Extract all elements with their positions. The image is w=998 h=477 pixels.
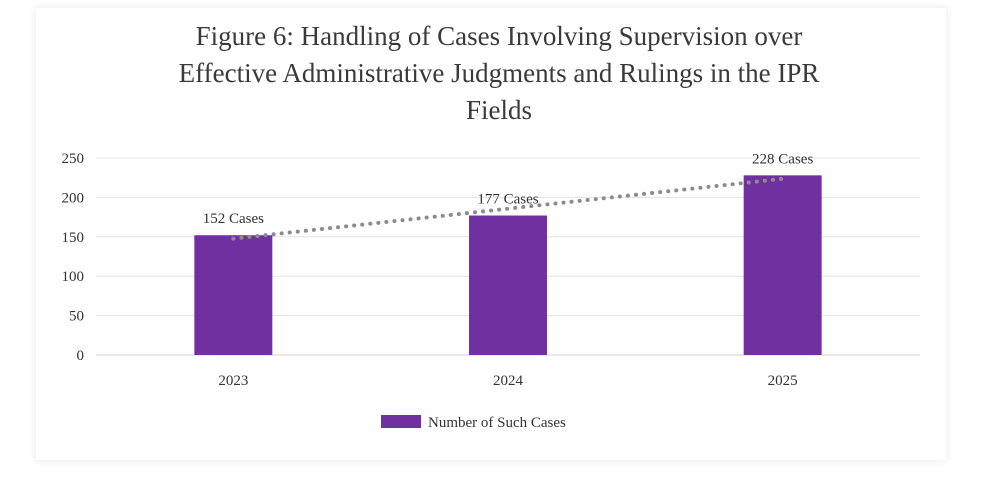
y-tick-label-0: 0: [77, 348, 85, 364]
data-label-2023: 152 Cases: [203, 211, 264, 227]
data-label-2024: 177 Cases: [477, 192, 538, 208]
y-tick-label-50: 50: [69, 309, 84, 325]
chart-title-line-1: Figure 6: Handling of Cases Involving Su…: [195, 21, 803, 51]
x-tick-label-2024: 2024: [493, 373, 524, 389]
x-tick-label-2025: 2025: [768, 373, 798, 389]
chart-title-line-3: Fields: [465, 95, 532, 125]
bar-2023: [194, 235, 273, 355]
y-tick-label-200: 200: [62, 190, 85, 206]
y-tick-label-250: 250: [62, 151, 85, 167]
y-tick-label-150: 150: [62, 230, 85, 246]
legend-label: Number of Such Cases: [428, 415, 566, 431]
bar-2024: [469, 215, 547, 355]
x-tick-label-2023: 2023: [218, 373, 248, 389]
legend-swatch: [381, 415, 421, 428]
y-tick-label-100: 100: [62, 269, 85, 285]
chart-title-line-2: Effective Administrative Judgments and R…: [178, 58, 820, 88]
chart-title: Figure 6: Handling of Cases Involving Su…: [0, 18, 998, 129]
trendline: [231, 176, 785, 241]
data-label-2025: 228 Cases: [752, 151, 813, 167]
bar-2025: [743, 175, 822, 355]
